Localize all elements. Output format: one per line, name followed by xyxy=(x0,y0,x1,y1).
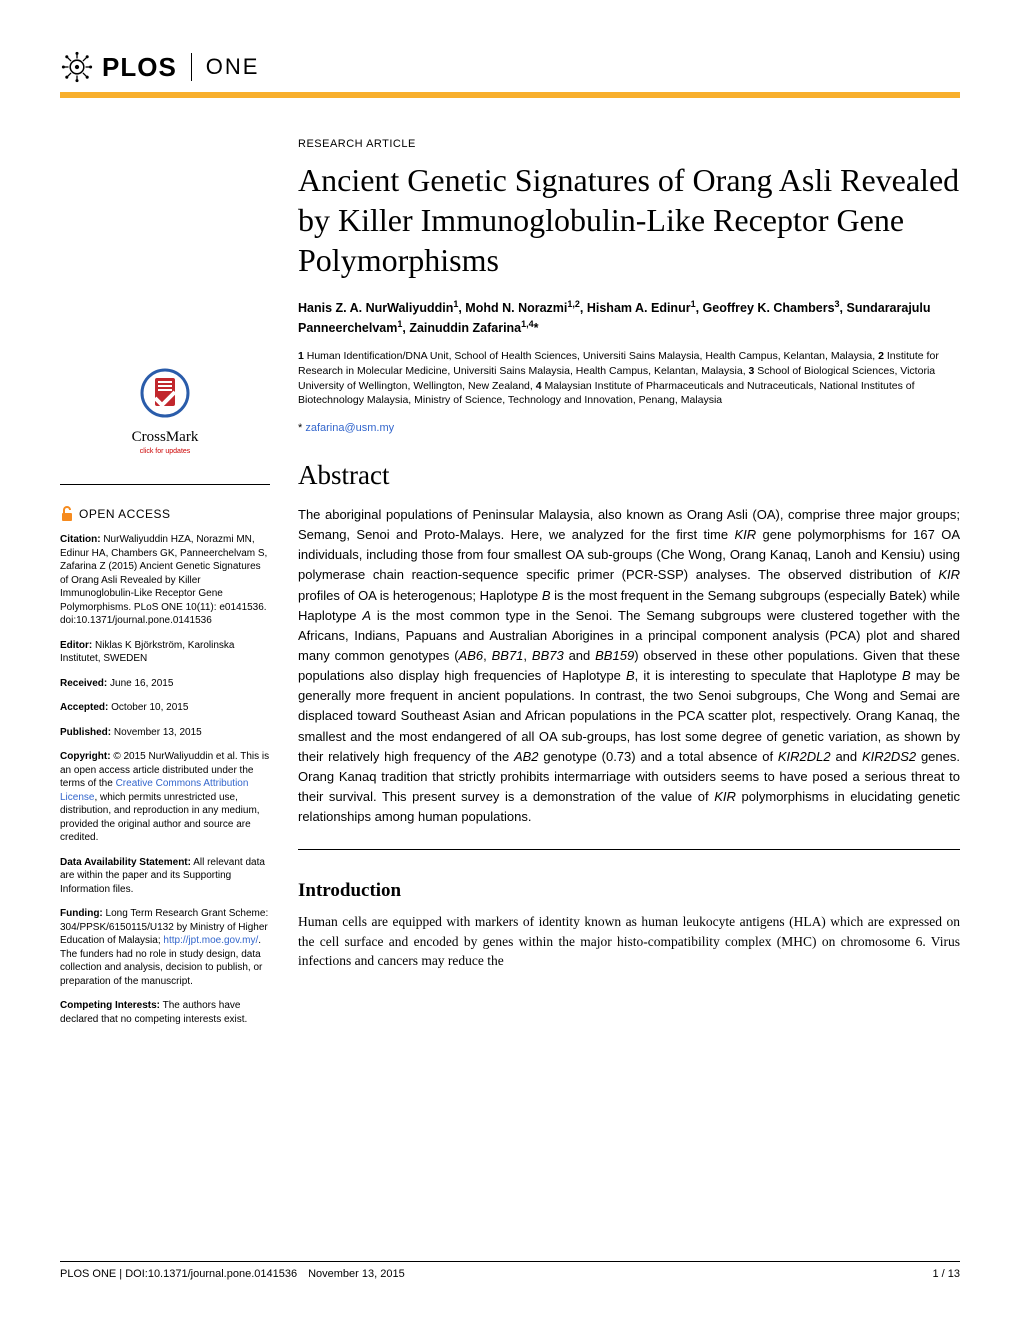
affiliations: 1 Human Identification/DNA Unit, School … xyxy=(298,349,960,408)
abstract-body: The aboriginal populations of Peninsular… xyxy=(298,505,960,827)
accepted-block: Accepted: October 10, 2015 xyxy=(60,701,270,715)
editor-block: Editor: Niklas K Björkström, Karolinska … xyxy=(60,639,270,666)
corresponding-author: * zafarina@usm.my xyxy=(298,422,960,434)
funding-link[interactable]: http://jpt.moe.gov.my/ xyxy=(163,935,258,946)
citation-block: Citation: NurWaliyuddin HZA, Norazmi MN,… xyxy=(60,533,270,628)
brand-plos: PLOS xyxy=(102,52,177,83)
brand-one: ONE xyxy=(206,54,260,80)
article-type: RESEARCH ARTICLE xyxy=(298,138,960,150)
copyright-label: Copyright: xyxy=(60,751,111,762)
funding-label: Funding: xyxy=(60,908,103,919)
crossmark-label: CrossMark xyxy=(60,427,270,447)
crossmark-sub: click for updates xyxy=(60,447,270,456)
funding-block: Funding: Long Term Research Grant Scheme… xyxy=(60,907,270,988)
received-text: June 16, 2015 xyxy=(110,678,173,689)
accepted-label: Accepted: xyxy=(60,702,108,713)
intro-body: Human cells are equipped with markers of… xyxy=(298,912,960,971)
abstract-heading: Abstract xyxy=(298,460,960,491)
plos-logo-icon xyxy=(60,50,94,84)
header-rule xyxy=(60,92,960,98)
corr-symbol: * xyxy=(298,422,302,434)
published-label: Published: xyxy=(60,727,111,738)
sidebar: CrossMark click for updates OPEN ACCESS … xyxy=(60,138,270,1037)
published-block: Published: November 13, 2015 xyxy=(60,726,270,740)
received-block: Received: June 16, 2015 xyxy=(60,677,270,691)
competing-label: Competing Interests: xyxy=(60,1000,160,1011)
data-label: Data Availability Statement: xyxy=(60,857,191,868)
article-title: Ancient Genetic Signatures of Orang Asli… xyxy=(298,160,960,280)
main-column: RESEARCH ARTICLE Ancient Genetic Signatu… xyxy=(298,138,960,1037)
page-number: 1 / 13 xyxy=(932,1268,960,1280)
data-availability-block: Data Availability Statement: All relevan… xyxy=(60,856,270,897)
competing-block: Competing Interests: The authors have de… xyxy=(60,999,270,1026)
lock-open-icon xyxy=(60,505,74,523)
copyright-block: Copyright: © 2015 NurWaliyuddin et al. T… xyxy=(60,750,270,845)
page-footer: PLOS ONE | DOI:10.1371/journal.pone.0141… xyxy=(60,1261,960,1280)
journal-brand: PLOS ONE xyxy=(60,50,960,84)
received-label: Received: xyxy=(60,678,107,689)
brand-divider xyxy=(191,53,192,81)
accepted-text: October 10, 2015 xyxy=(111,702,188,713)
corr-email-link[interactable]: zafarina@usm.my xyxy=(305,422,394,434)
sidebar-rule xyxy=(60,484,270,485)
published-text: November 13, 2015 xyxy=(114,727,202,738)
intro-heading: Introduction xyxy=(298,880,960,902)
crossmark-badge[interactable]: CrossMark click for updates xyxy=(60,368,270,456)
citation-label: Citation: xyxy=(60,534,101,545)
section-rule xyxy=(298,849,960,850)
open-access-badge: OPEN ACCESS xyxy=(60,505,270,523)
crossmark-icon xyxy=(140,368,190,418)
author-list: Hanis Z. A. NurWaliyuddin1, Mohd N. Nora… xyxy=(298,298,960,337)
citation-text: NurWaliyuddin HZA, Norazmi MN, Edinur HA… xyxy=(60,534,267,626)
open-access-label: OPEN ACCESS xyxy=(79,506,171,522)
footer-citation: PLOS ONE | DOI:10.1371/journal.pone.0141… xyxy=(60,1268,405,1280)
editor-label: Editor: xyxy=(60,640,92,651)
